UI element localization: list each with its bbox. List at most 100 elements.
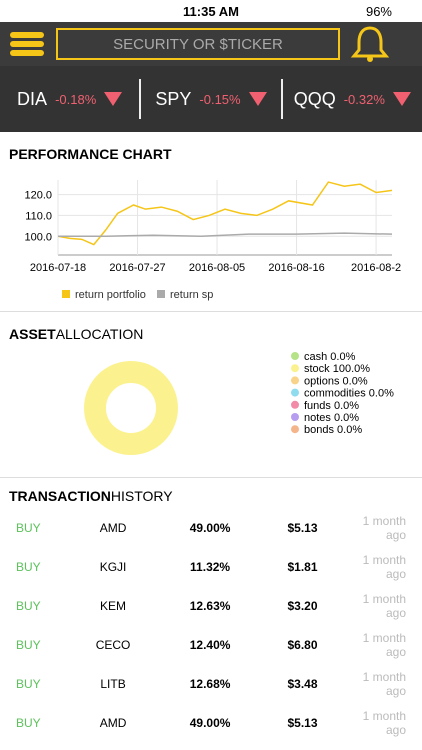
transaction-row: BUY CECO 12.40% $6.80 1 month ago: [0, 625, 422, 664]
title-bold: ASSET: [9, 326, 56, 342]
cell: CECO: [95, 637, 131, 652]
ticker: SPY -0.15%: [141, 79, 283, 119]
battery: 96%: [365, 4, 392, 19]
x-tick-label: 2016-08-16: [268, 262, 324, 274]
transactions-section: TRANSACTIONHISTORY BUY AMD 49.00% $5.13 1 mo…: [0, 478, 422, 750]
cell: $3.20: [287, 598, 318, 613]
title-rest: ALLOCATION: [55, 326, 144, 342]
legend-dot: [291, 425, 299, 434]
cell: $3.48: [287, 676, 318, 691]
search-box[interactable]: SECURITY OR $TICKER: [56, 28, 340, 60]
legend-label: options 0.0%: [304, 375, 368, 387]
allocation-chart: cash 0.0%stock 100.0%options 0.0%commodi…: [84, 351, 394, 455]
legend-label: bonds 0.0%: [304, 424, 362, 436]
title-rest: HISTORY: [110, 488, 173, 504]
transaction-row: BUY KGJI 11.32% $1.81 1 month ago: [0, 547, 422, 586]
legend-dot: [291, 388, 299, 397]
legend-label: notes 0.0%: [304, 412, 359, 424]
cell: BUY: [16, 520, 41, 535]
legend-dot: [291, 352, 299, 360]
search-placeholder: SECURITY OR $TICKER: [113, 35, 283, 53]
cell: 1 month ago: [362, 513, 407, 542]
legend-label: commodities 0.0%: [304, 388, 394, 400]
legend-dot: [291, 376, 299, 385]
performance-section: PERFORMANCE CHART 100.0 110.0 120.0 2016-07…: [0, 132, 422, 312]
transaction-row: BUY LITB 12.68% $3.48 1 month ago: [0, 664, 422, 703]
ticker-symbol: QQQ: [293, 88, 336, 109]
cell: $6.80: [287, 637, 318, 652]
legend-label: stock 100.0%: [304, 363, 370, 375]
ticker: QQQ -0.32%: [283, 79, 422, 119]
bell-button[interactable]: [350, 24, 390, 64]
performance-chart: 100.0 110.0 120.0 2016-07-18 2016-07-27 2016-…: [24, 180, 401, 301]
legend-dot: [291, 413, 299, 421]
cell: LITB: [100, 676, 126, 691]
header: SECURITY OR $TICKER: [0, 22, 422, 66]
cell: 49.00%: [189, 715, 231, 730]
cell: 1 month ago: [362, 669, 407, 698]
legend-label: return sp: [170, 289, 213, 301]
legend-label: cash 0.0%: [304, 351, 356, 363]
cell: BUY: [16, 676, 41, 691]
legend-swatch: [62, 290, 70, 298]
arrow: [392, 92, 411, 106]
y-tick-label: 120.0: [24, 190, 52, 202]
ticker-change: -0.15%: [199, 91, 241, 107]
cell: 12.63%: [189, 598, 231, 613]
cell: 1 month ago: [339, 748, 422, 750]
cell: KGJI: [99, 559, 127, 574]
menu-button[interactable]: [8, 29, 46, 59]
legend-label: funds 0.0%: [304, 400, 359, 412]
section-title: PERFORMANCE CHART: [9, 146, 172, 162]
cell: 1 month ago: [362, 591, 407, 620]
ticker-symbol: DIA: [17, 88, 48, 109]
legend-label: return portfolio: [75, 289, 146, 301]
status-bar: 11:35 AM 96%: [0, 0, 422, 22]
cell: $1.81: [287, 559, 318, 574]
cell: BUY: [16, 559, 41, 574]
cell: $5.13: [287, 715, 318, 730]
arrow: [248, 92, 267, 106]
ticker-symbol: SPY: [155, 88, 192, 109]
cell: AMD: [99, 715, 127, 730]
title-bold: TRANSACTION: [9, 488, 111, 504]
x-tick-label: 2016-07-27: [109, 262, 165, 274]
series-line: [57, 181, 393, 246]
legend-dot: [291, 364, 299, 373]
cell: AMD: [99, 520, 127, 535]
transaction-row: BUY KEM 12.63% $3.20 1 month ago: [0, 586, 422, 625]
series-line: [58, 232, 393, 238]
donut: [84, 361, 178, 455]
transaction-row: BUY AMD 49.00% $5.13 1 month ago: [0, 508, 422, 547]
y-tick-label: 100.0: [24, 231, 52, 243]
legend-dot: [291, 400, 299, 409]
down-arrow: [104, 92, 123, 106]
ticker: DIA -0.18%: [0, 79, 142, 119]
allocation-section: ASSETALLOCATION cash 0.0% stock 100.0% opt…: [0, 312, 422, 478]
x-tick-label: 2016-08-05: [189, 262, 245, 274]
ticker-change: -0.32%: [343, 91, 385, 107]
cell: 1 month ago: [362, 552, 407, 581]
cell: 1 month ago: [362, 708, 407, 737]
arrow: [104, 92, 123, 106]
cell: 11.32%: [190, 559, 231, 574]
cell: KEM: [100, 598, 127, 613]
ticker-change: -0.18%: [55, 91, 97, 107]
down-arrow: [392, 92, 411, 106]
cell: BUY: [16, 715, 41, 730]
cell: BUY: [16, 598, 41, 613]
y-tick-label: 110.0: [25, 210, 52, 222]
cell: $5.13: [287, 520, 318, 535]
down-arrow: [248, 92, 267, 106]
time: 11:35 AM: [183, 3, 239, 19]
transaction-row: BUY AMD 49.00% $5.13 1 month ago: [0, 703, 422, 742]
cell: 49.00%: [189, 520, 231, 535]
legend-swatch: [157, 290, 165, 298]
cell: 1 month ago: [362, 630, 407, 659]
cell: 12.40%: [189, 637, 231, 652]
x-tick-label: 2016-08-2: [351, 262, 401, 274]
ticker-bar: DIA -0.18% SPY -0.15% QQQ -0.32%: [0, 66, 422, 132]
cell: 12.68%: [189, 676, 231, 691]
